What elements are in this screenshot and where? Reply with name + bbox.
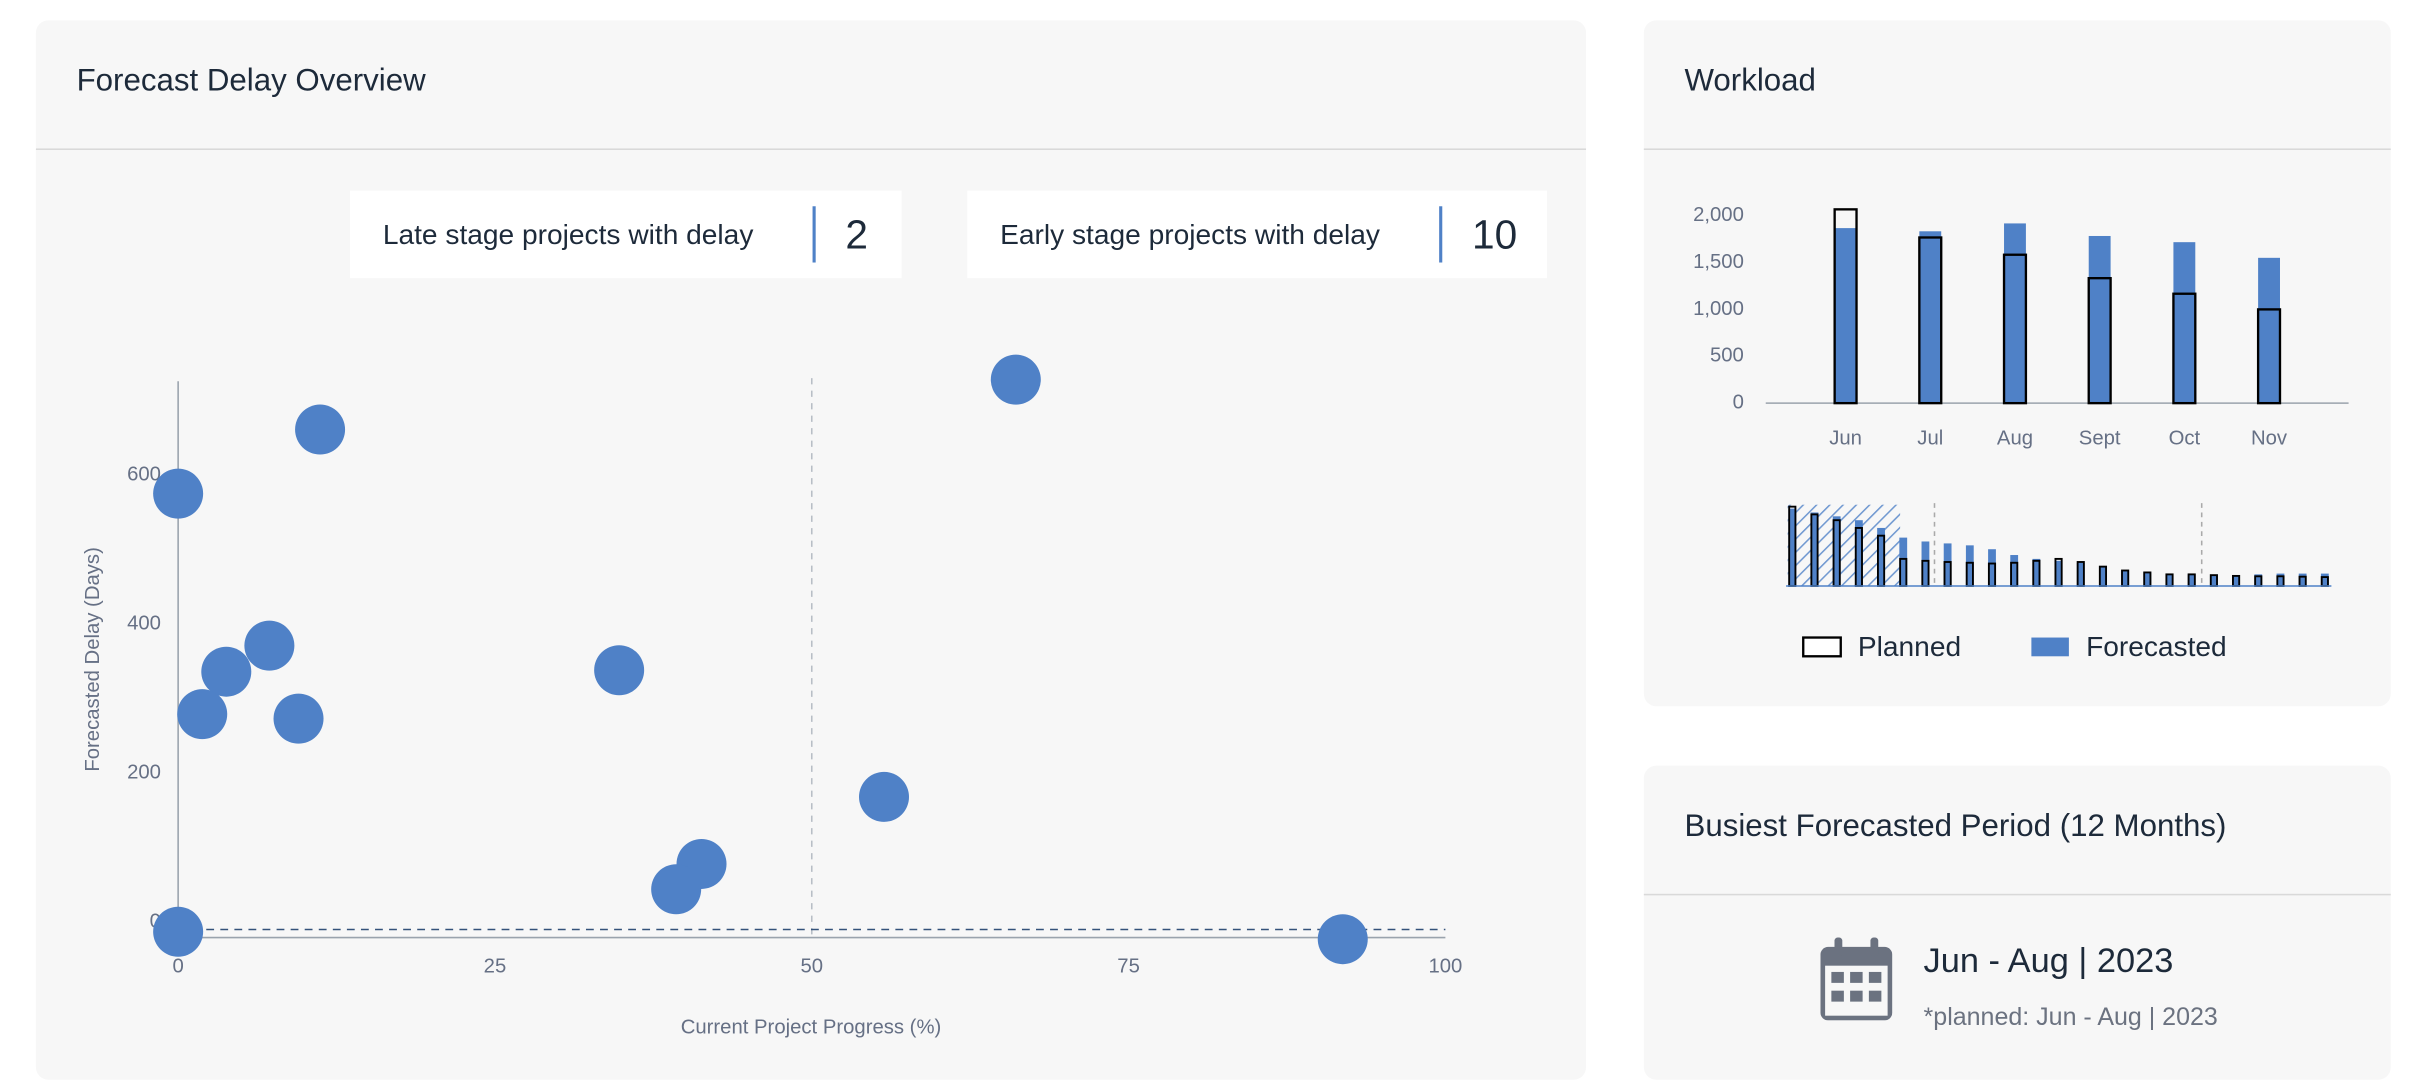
navigator-bar [1921,541,1930,586]
navigator-bar [2276,573,2285,586]
x-tick-label: 0 [172,956,183,978]
card-title: Busiest Forecasted Period (12 Months) [1684,809,2227,844]
scatter-point [1317,914,1368,965]
legend-swatch [1802,636,1842,658]
scatter-point [651,864,702,915]
y-tick-label: 400 [127,612,161,634]
overview-card: Forecast Delay Overview Late stage proje… [35,20,1587,1080]
card-title: Forecast Delay Overview [76,64,426,99]
y-tick-label: 0 [150,910,161,932]
bar [2258,257,2280,404]
navigator-bar [1854,520,1863,586]
x-tick-label: Oct [2169,427,2201,449]
calendar-icon [1820,937,1893,1021]
x-tick-label: 100 [1428,956,1462,978]
y-tick-label: 200 [127,761,161,783]
navigator-bar [2010,555,2019,586]
bar [2172,292,2197,405]
bar [2173,242,2196,404]
scatter-point [990,354,1041,405]
bar [1834,228,1857,404]
navigator-bar [1965,545,1974,586]
x-tick-label: Sept [2079,427,2121,449]
y-tick-label: 0 [1733,392,1744,414]
stat-value: 2 [845,210,868,258]
stat-divider [812,206,816,263]
bar [2087,277,2112,405]
y-tick-label: 1,500 [1693,251,1744,273]
navigator-bar [2254,574,2263,586]
navigator-bar [2232,575,2240,586]
navigator-bar [1832,516,1841,586]
navigator-bar [2187,574,2196,586]
scatter-point [177,689,228,740]
scatter-point [201,646,252,697]
stat-divider [1439,206,1443,263]
y-tick-label: 1,000 [1693,298,1744,320]
bar [1833,208,1858,405]
x-tick-label: Jul [1917,427,1943,449]
navigator-bar [2298,573,2307,586]
y-axis-title: Forecasted Delay (Days) [82,547,104,771]
bar [1919,231,1942,404]
y-tick-label: 600 [127,463,161,485]
x-tick-label: 25 [484,956,507,978]
stat-value: 10 [1471,210,1518,258]
scatter-point [273,693,324,744]
busiest-card: Busiest Forecasted Period (12 Months) Ju… [1643,765,2391,1080]
stat-label: Late stage projects with delay [382,218,754,251]
navigator-bar [2165,574,2174,586]
x-tick-label: Aug [1997,427,2033,449]
navigator-bar [2054,560,2063,586]
bar [2004,223,2026,404]
navigator-bar [1988,549,1996,586]
divider [1643,893,2391,896]
navigator-bar [1899,537,1908,586]
stat-box: Early stage projects with delay 10 [967,190,1547,279]
navigator-bar [2121,570,2130,586]
stat-box: Late stage projects with delay 2 [350,190,902,279]
scatter-point [244,620,295,671]
planned-period: *planned: Jun - Aug | 2023 [1923,1004,2218,1032]
card-title: Workload [1684,64,1816,99]
navigator-bar [2209,575,2218,586]
navigator-bar [2076,562,2085,586]
legend-label: Forecasted [2086,631,2227,662]
scatter-point [153,468,204,519]
x-axis-title: Current Project Progress (%) [681,1017,942,1039]
legend-swatch [2031,637,2069,657]
legend-label: Planned [1858,631,1961,662]
x-tick-label: 75 [1117,956,1140,978]
y-tick-label: 2,000 [1693,204,1744,226]
divider [1643,148,2391,151]
bar [2002,253,2028,405]
scatter-point [295,404,346,455]
bar [1918,236,1943,405]
period: Jun - Aug | 2023 [1923,940,2174,980]
navigator-bar [2032,558,2041,586]
divider [35,148,1587,151]
navigator-bar [2099,566,2107,586]
scatter-point [859,771,910,822]
bar [2256,308,2282,405]
navigator-bar [1788,508,1797,586]
y-tick-label: 500 [1710,345,1744,367]
scatter-point [594,645,645,696]
scatter-point [153,906,204,957]
navigator-bar [1810,512,1819,586]
navigator-bar [2320,573,2329,586]
stat-label: Early stage projects with delay [1000,218,1380,251]
navigator-bar [2143,572,2152,586]
navigator-bar [1943,543,1952,586]
x-tick-label: Nov [2251,427,2288,449]
navigator-bar [1877,527,1885,586]
bar [2088,235,2111,404]
x-tick-label: Jun [1829,427,1862,449]
x-tick-label: 50 [800,956,823,978]
